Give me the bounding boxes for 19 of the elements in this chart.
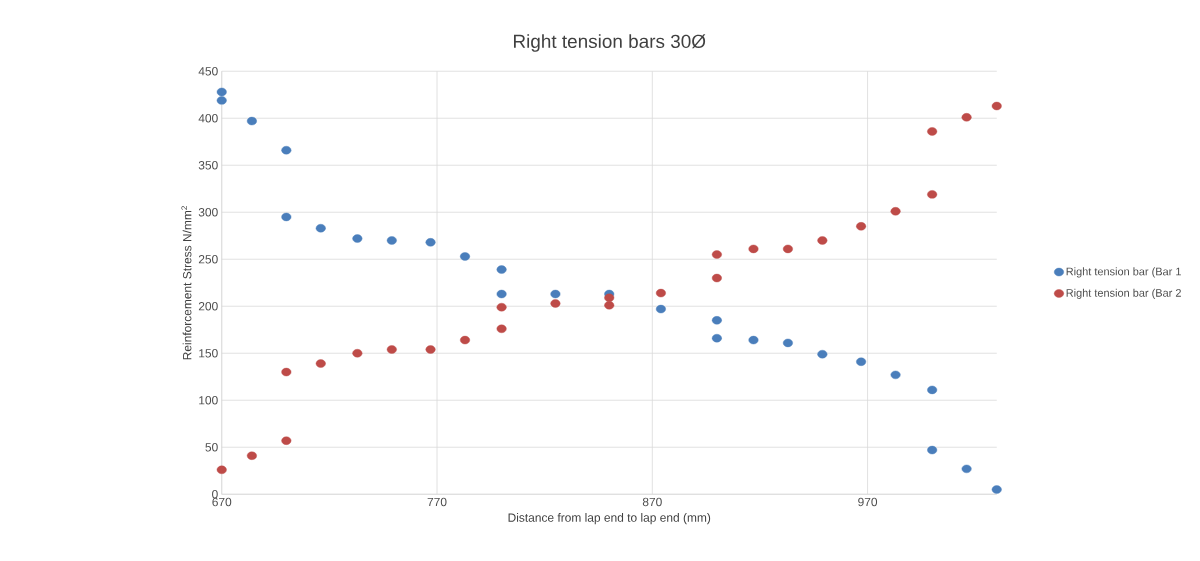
x-tick-label: 770 <box>427 497 447 507</box>
y-tick-label: 200 <box>198 302 218 311</box>
y-tick-label: 450 <box>198 67 218 76</box>
y-tick-label: 250 <box>198 255 218 264</box>
x-tick-label: 970 <box>858 497 878 507</box>
y-tick-label: 400 <box>198 114 218 123</box>
chart-title: Right tension bars 30Ø <box>513 34 706 52</box>
y-axis-title: Reinforcement Stress N/mm$^{2}$ <box>181 206 192 360</box>
y-tick-label: 150 <box>199 349 218 358</box>
x-axis-title: Distance from lap end to lap end (mm) <box>508 513 711 525</box>
x-tick-label: 870 <box>642 497 662 507</box>
y-tick-label: 50 <box>205 443 218 452</box>
y-tick-label: 350 <box>198 161 218 170</box>
y-tick-label: 0 <box>212 490 218 499</box>
y-tick-label: 300 <box>198 208 218 217</box>
legend-label: Right tension bar (Bar 2 <box>1066 288 1181 299</box>
y-tick-label: 100 <box>199 396 218 405</box>
x-tick-label: 670 <box>212 497 232 507</box>
legend-label: Right tension bar (Bar 1 <box>1066 267 1181 278</box>
